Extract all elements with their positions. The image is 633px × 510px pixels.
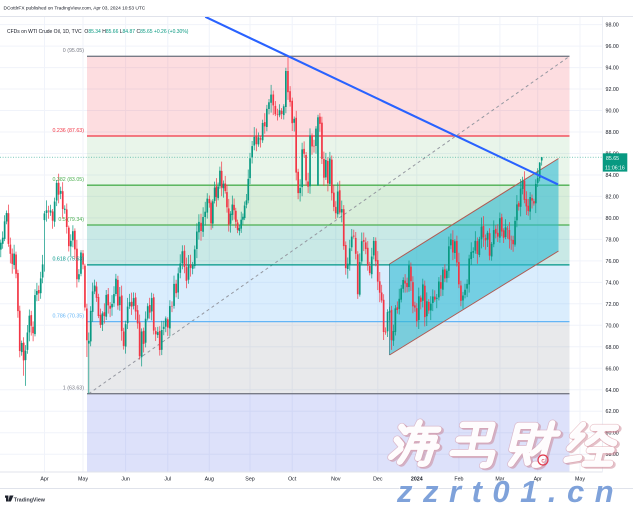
svg-text:96.00: 96.00 (606, 44, 619, 50)
svg-text:0.5 (79.34): 0.5 (79.34) (58, 217, 84, 223)
svg-text:0.786 (70.35): 0.786 (70.35) (52, 313, 84, 319)
svg-text:Feb: Feb (454, 477, 463, 483)
svg-text:May: May (78, 477, 88, 483)
svg-text:80.00: 80.00 (606, 216, 619, 222)
svg-text:11:06:16: 11:06:16 (605, 165, 625, 171)
svg-text:0.236 (87.63): 0.236 (87.63) (52, 128, 84, 134)
svg-text:94.00: 94.00 (606, 66, 619, 72)
svg-text:TradingView: TradingView (14, 497, 46, 503)
svg-text:88.00: 88.00 (606, 130, 619, 136)
svg-text:64.00: 64.00 (606, 388, 619, 394)
svg-text:70.00: 70.00 (606, 323, 619, 329)
svg-text:74.00: 74.00 (606, 280, 619, 286)
svg-text:0 (95.05): 0 (95.05) (63, 48, 84, 54)
svg-text:85.65: 85.65 (606, 156, 619, 162)
svg-text:zzrt01.cn: zzrt01.cn (396, 474, 624, 509)
svg-text:76.00: 76.00 (606, 259, 619, 265)
svg-text:92.00: 92.00 (606, 87, 619, 93)
svg-text:98.00: 98.00 (606, 23, 619, 29)
svg-text:84.00: 84.00 (606, 173, 619, 179)
svg-text:Apr: Apr (40, 477, 48, 483)
svg-text:68.00: 68.00 (606, 345, 619, 351)
svg-text:Oct: Oct (288, 477, 297, 483)
svg-text:CFDs on WTI Crude Oil, 1D, TVC: CFDs on WTI Crude Oil, 1D, TVC O85.34 H8… (7, 29, 189, 35)
svg-text:0.382 (83.05): 0.382 (83.05) (52, 177, 84, 183)
svg-text:2024: 2024 (411, 477, 423, 483)
svg-text:Mar: Mar (495, 477, 504, 483)
svg-text:Jun: Jun (121, 477, 130, 483)
svg-text:Aug: Aug (205, 477, 214, 483)
svg-text:Nov: Nov (331, 477, 341, 483)
svg-text:c: c (541, 458, 545, 465)
svg-text:Jul: Jul (164, 477, 171, 483)
svg-text:90.00: 90.00 (606, 109, 619, 115)
svg-text:82.00: 82.00 (606, 194, 619, 200)
svg-text:Sep: Sep (245, 477, 254, 483)
svg-text:0.618 (75.63): 0.618 (75.63) (52, 257, 84, 263)
svg-text:62.00: 62.00 (606, 409, 619, 415)
svg-text:66.00: 66.00 (606, 366, 619, 372)
svg-text:Dec: Dec (373, 477, 383, 483)
svg-text:60.00: 60.00 (606, 431, 619, 437)
svg-text:DCottlrFX published on Trading: DCottlrFX published on TradingView.com, … (4, 6, 146, 12)
svg-text:72.00: 72.00 (606, 302, 619, 308)
svg-text:78.00: 78.00 (606, 237, 619, 243)
svg-text:Apr: Apr (534, 477, 542, 483)
svg-text:May: May (575, 477, 585, 483)
svg-text:1 (63.63): 1 (63.63) (63, 386, 84, 392)
svg-text:58.00: 58.00 (606, 452, 619, 458)
